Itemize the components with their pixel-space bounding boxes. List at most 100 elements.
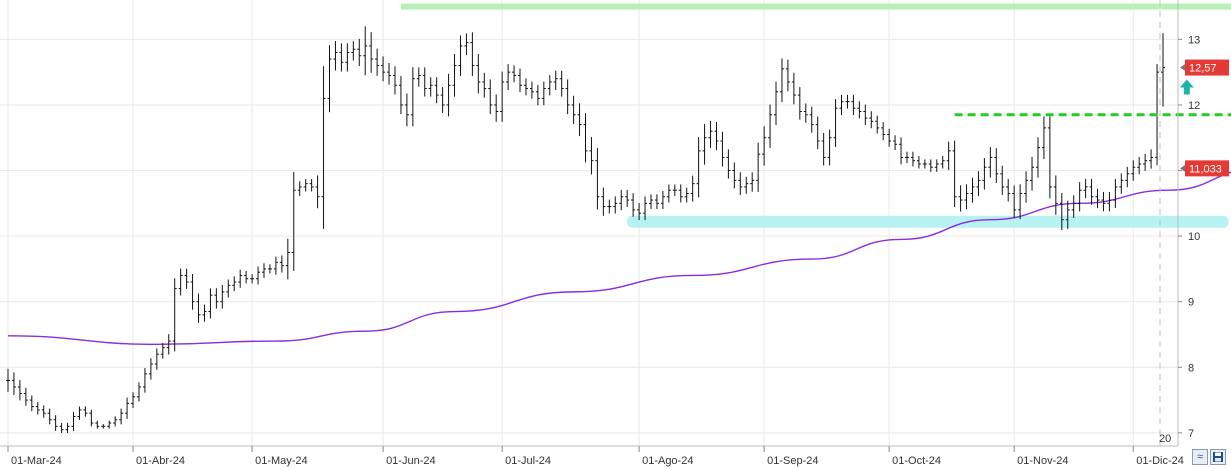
ohlc-bar [523, 78, 528, 96]
ohlc-bar [1077, 182, 1082, 212]
ohlc-bar [803, 103, 808, 123]
ma-value-label: 11,033 [1189, 163, 1222, 175]
ohlc-bar [398, 76, 403, 115]
ohlc-bar [916, 156, 921, 169]
ohlc-bar [648, 194, 653, 210]
ohlc-bar [214, 288, 219, 309]
ohlc-bar [363, 26, 368, 76]
ohlc-bar [315, 175, 320, 209]
ohlc-bar [541, 81, 546, 106]
last-price-label: 12,57 [1189, 63, 1217, 75]
ma-value-label-pointer [1180, 164, 1186, 173]
ohlc-bar [29, 395, 34, 412]
ohlc-bar [1047, 116, 1052, 199]
ohlc-bar [660, 191, 665, 210]
ohlc-bar [964, 184, 969, 210]
ohlc-bar [976, 171, 981, 197]
ohlc-bar [47, 408, 52, 425]
ohlc-bar [684, 187, 689, 203]
ohlc-bar [35, 402, 40, 415]
x-tick-label: 01-Jun-24 [386, 455, 436, 467]
ohlc-bar [279, 255, 284, 273]
ohlc-bar [988, 147, 993, 178]
ohlc-bar [946, 141, 951, 170]
arrow-layer [1179, 79, 1194, 95]
ohlc-bar [208, 288, 213, 319]
ohlc-bar [1137, 157, 1142, 175]
ohlc-bar [768, 104, 773, 149]
ohlc-bar [607, 199, 612, 214]
y-tick-label: 8 [1188, 362, 1194, 374]
ohlc-bar [41, 405, 46, 418]
ohlc-bar [821, 132, 826, 166]
x-tick-labels: 01-Mar-24 01-Abr-24 01-May-24 01-Jun-24 01-J… [7, 446, 1184, 467]
ohlc-bar [89, 409, 94, 427]
ohlc-bar [863, 104, 868, 125]
last-price-label-pointer [1180, 63, 1186, 72]
ohlc-bar [1035, 137, 1040, 178]
ohlc-bar [506, 64, 511, 91]
ohlc-bar [392, 66, 397, 95]
ohlc-bar [202, 304, 207, 322]
ohlc-bar [1065, 200, 1070, 229]
ohlc-bar [1161, 33, 1165, 107]
y-tick-label: 9 [1188, 297, 1194, 309]
ohlc-bar [529, 81, 534, 99]
ohlc-bar [482, 72, 487, 98]
ohlc-bar [1053, 175, 1058, 215]
ohlc-bar [488, 79, 493, 115]
ohlc-bar [934, 159, 939, 172]
ohlc-bar [267, 264, 272, 274]
ohlc-bar [101, 424, 106, 429]
ohlc-bar [625, 189, 630, 207]
ohlc-bar [262, 263, 267, 278]
ohlc-bar [887, 128, 892, 147]
save-button[interactable] [1210, 449, 1226, 465]
support-band-layer [627, 215, 1229, 228]
ohlc-bar [464, 33, 469, 56]
ohlc-bar [750, 172, 755, 192]
ohlc-bar [1071, 195, 1076, 218]
ohlc-bar [178, 268, 183, 296]
ohlc-bar [982, 158, 987, 190]
ohlc-bar [1000, 165, 1005, 195]
ohlc-bar [577, 103, 582, 137]
ohlc-bar [791, 72, 796, 105]
ohlc-bar [1006, 178, 1011, 202]
ohlc-bar [327, 45, 332, 113]
ohlc-bar [631, 193, 636, 217]
ohlc-bar [357, 38, 362, 67]
ohlc-bar [601, 187, 606, 216]
ohlc-bar [881, 122, 886, 141]
ohlc-bar [1125, 166, 1130, 188]
ohlc-bar [250, 274, 255, 284]
x-tick-label: 01-Nov-24 [1017, 455, 1068, 467]
ohlc-bar [708, 120, 713, 149]
ohlc-bar [333, 40, 338, 71]
wave-button[interactable]: ≈ [1192, 449, 1208, 465]
ohlc-bar [643, 196, 648, 221]
ohlc-bar [518, 68, 523, 93]
x-tick-label: 01-Ago-24 [642, 455, 693, 467]
ohlc-bar [839, 94, 844, 116]
x-tick-label: 01-Oct-24 [892, 455, 941, 467]
ohlc-bar [690, 175, 695, 202]
ohlc-bar [815, 116, 820, 150]
ohlc-bar [1083, 178, 1088, 199]
ohlc-bar [1113, 178, 1118, 209]
ohlc-bar [476, 54, 481, 94]
ohlc-bar [238, 269, 243, 288]
ohlc-bar [136, 382, 141, 402]
ohlc-bar [857, 101, 862, 119]
ohlc-bar [696, 137, 701, 198]
ohlc-bar [500, 71, 505, 122]
ohlc-bar [297, 181, 302, 196]
save-icon [1213, 452, 1223, 462]
ohlc-bar [166, 334, 171, 355]
ohlc-bar [142, 368, 147, 393]
y-tick-label: 7 [1188, 428, 1194, 440]
ohlc-bar [893, 135, 898, 151]
ohlc-bar [702, 123, 707, 165]
x-tick-label: 01-Sep-24 [767, 455, 818, 467]
ohlc-bar [125, 397, 130, 419]
